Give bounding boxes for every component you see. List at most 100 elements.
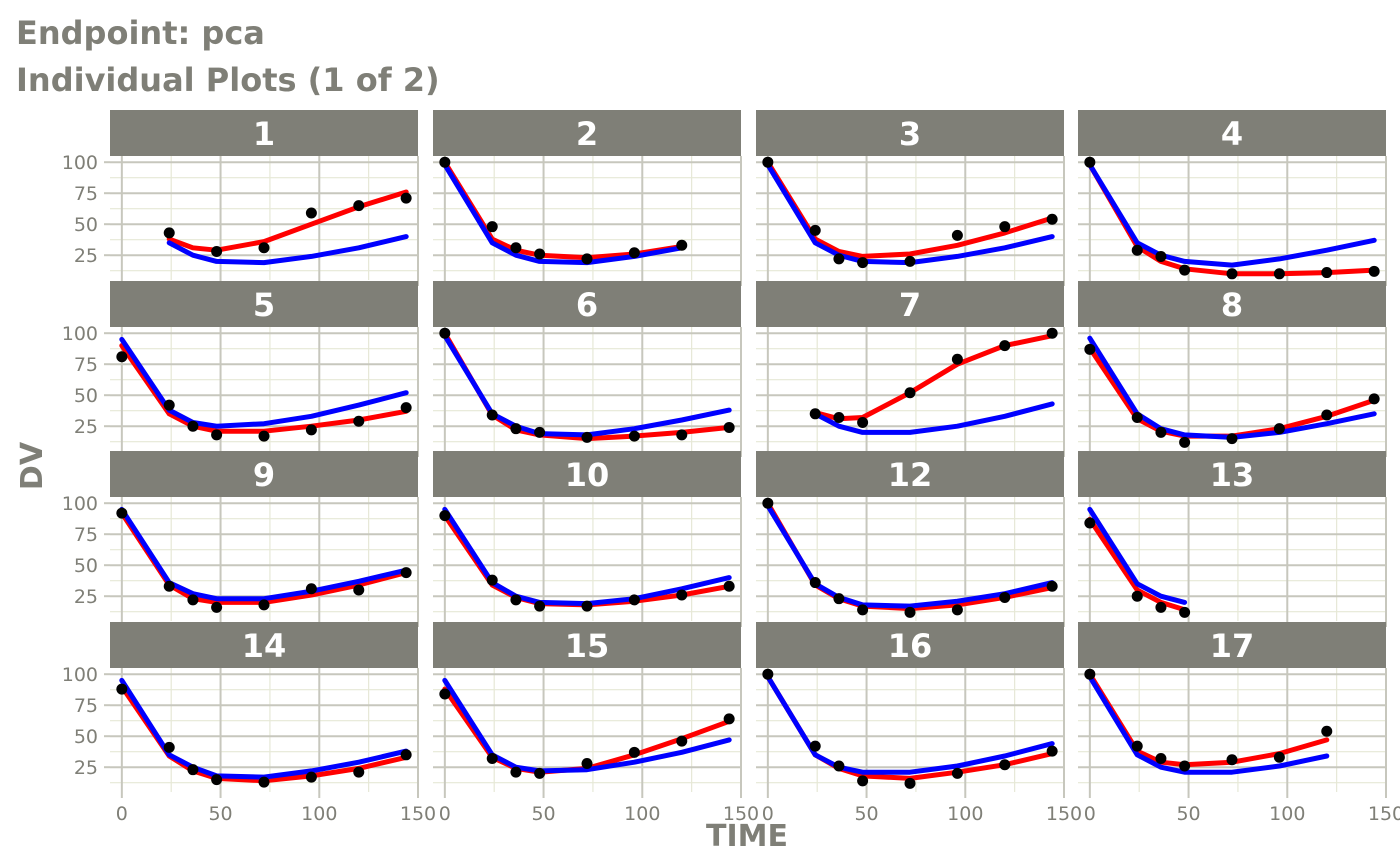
pred-line-16 bbox=[765, 674, 1055, 775]
observed-point bbox=[809, 224, 821, 236]
y-tick-label: 75 bbox=[74, 354, 98, 376]
observed-point bbox=[1368, 265, 1380, 277]
observed-point bbox=[1046, 580, 1058, 592]
facet-strip-label: 16 bbox=[888, 627, 933, 665]
y-tick-label: 50 bbox=[74, 555, 98, 577]
facet-strip-label: 10 bbox=[565, 456, 610, 494]
x-tick-label: 150 bbox=[723, 803, 759, 825]
observed-point bbox=[439, 327, 451, 339]
observed-point bbox=[187, 594, 199, 606]
pred-line-8 bbox=[1087, 335, 1377, 440]
ipred-line-5 bbox=[119, 343, 409, 434]
observed-point bbox=[163, 580, 175, 592]
facet-panel-1: 1 bbox=[104, 110, 419, 286]
facet-strip-label: 17 bbox=[1210, 627, 1255, 665]
facet-strip-label: 9 bbox=[253, 456, 275, 494]
observed-point bbox=[353, 415, 365, 427]
observed-point bbox=[1084, 517, 1096, 529]
observed-point bbox=[628, 594, 640, 606]
observed-point bbox=[762, 497, 774, 509]
observed-point bbox=[951, 353, 963, 365]
x-tick-label: 100 bbox=[947, 803, 983, 825]
y-tick-label: 25 bbox=[74, 757, 98, 779]
observed-point bbox=[1155, 426, 1167, 438]
observed-point bbox=[1084, 343, 1096, 355]
x-tick-label: 100 bbox=[1269, 803, 1305, 825]
observed-point bbox=[163, 399, 175, 411]
facet-strip bbox=[1078, 451, 1386, 497]
observed-point bbox=[163, 741, 175, 753]
observed-point bbox=[187, 764, 199, 776]
observed-point bbox=[1273, 268, 1285, 280]
observed-point bbox=[305, 771, 317, 783]
y-axis-title: DV bbox=[15, 441, 50, 490]
observed-point bbox=[857, 604, 869, 616]
y-tick-label: 100 bbox=[62, 664, 98, 686]
observed-point bbox=[581, 600, 593, 612]
observed-point bbox=[510, 594, 522, 606]
x-axis-tick-labels: 0 50 100 150 0 50 100 150 0 50 100 150 0 50 100 150 bbox=[116, 803, 1400, 825]
facet-strip bbox=[756, 281, 1064, 327]
facet-panel-6: 6 bbox=[433, 281, 742, 457]
y-tick-label: 50 bbox=[74, 214, 98, 236]
x-tick-label: 150 bbox=[400, 803, 436, 825]
facet-strip-label: 8 bbox=[1221, 286, 1243, 324]
pred-line-7 bbox=[812, 401, 1055, 435]
observed-point bbox=[951, 229, 963, 241]
observed-point bbox=[163, 227, 175, 239]
y-tick-label: 100 bbox=[62, 323, 98, 345]
observed-point bbox=[809, 408, 821, 420]
facet-strip-label: 12 bbox=[888, 456, 933, 494]
observed-point bbox=[904, 777, 916, 789]
facet-panel-17: 17 bbox=[1078, 622, 1387, 798]
observed-point bbox=[1155, 601, 1167, 613]
observed-point bbox=[904, 387, 916, 399]
observed-point bbox=[1131, 244, 1143, 256]
pred-line-1 bbox=[166, 234, 409, 266]
observed-point bbox=[1321, 267, 1333, 279]
observed-point bbox=[258, 430, 270, 442]
observed-point bbox=[486, 753, 498, 765]
facet-panel-13: 13 bbox=[1078, 451, 1387, 627]
observed-point bbox=[628, 247, 640, 259]
observed-point bbox=[211, 245, 223, 257]
x-tick-label: 50 bbox=[1176, 803, 1200, 825]
facet-strip bbox=[433, 110, 741, 156]
observed-point bbox=[951, 604, 963, 616]
facet-strip bbox=[433, 281, 741, 327]
observed-point bbox=[1226, 433, 1238, 445]
facet-strip bbox=[756, 451, 1064, 497]
observed-point bbox=[258, 776, 270, 788]
y-tick-label: 50 bbox=[74, 385, 98, 407]
observed-point bbox=[1321, 409, 1333, 421]
facet-panel-15: 15 bbox=[433, 622, 742, 798]
observed-point bbox=[534, 248, 546, 260]
observed-point bbox=[999, 591, 1011, 603]
observed-point bbox=[1155, 753, 1167, 765]
observed-point bbox=[1131, 590, 1143, 602]
observed-point bbox=[400, 567, 412, 579]
facet-panel-9: 9 bbox=[104, 451, 419, 627]
observed-point bbox=[1273, 423, 1285, 435]
facet-panel-14: 14 bbox=[104, 622, 419, 798]
observed-point bbox=[1321, 725, 1333, 737]
observed-point bbox=[211, 774, 223, 786]
observed-point bbox=[353, 584, 365, 596]
observed-point bbox=[857, 257, 869, 269]
y-tick-label: 75 bbox=[74, 524, 98, 546]
observed-point bbox=[486, 574, 498, 586]
facet-strip bbox=[1078, 622, 1386, 668]
pred-line-6 bbox=[442, 333, 732, 438]
observed-point bbox=[1046, 213, 1058, 225]
observed-point bbox=[676, 589, 688, 601]
observed-point bbox=[762, 156, 774, 168]
facet-panel-8: 8 bbox=[1078, 281, 1387, 457]
ipred-line-1 bbox=[166, 189, 409, 253]
x-tick-label: 100 bbox=[301, 803, 337, 825]
observed-point bbox=[1273, 751, 1285, 763]
observed-point bbox=[187, 420, 199, 432]
facet-strip-label: 2 bbox=[576, 115, 598, 153]
observed-point bbox=[833, 412, 845, 424]
facet-panel-12: 12 bbox=[756, 451, 1065, 627]
